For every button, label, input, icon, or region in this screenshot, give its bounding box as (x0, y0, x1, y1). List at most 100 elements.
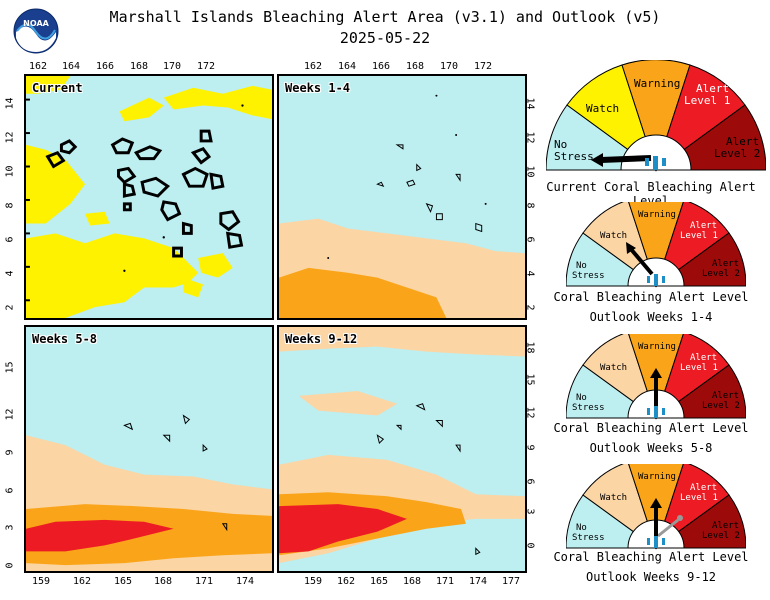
gauge-weeks-9-12: No Stress Watch Warning Alert Level 1 Al… (566, 464, 746, 550)
gauge-weeks-1-4: No Stress Watch Warning Alert Level 1 Al… (566, 202, 746, 288)
gauge-label: Stress (572, 403, 605, 413)
gauge-label: Alert (726, 135, 759, 148)
lon-tick: 159 (304, 576, 323, 587)
gauge-label: Level 2 (702, 531, 740, 541)
gauge-label: Alert (690, 353, 717, 363)
lon-tick: 172 (197, 61, 216, 72)
gauge-label: No (576, 523, 587, 533)
lon-tick: 159 (32, 576, 51, 587)
lon-tick: 162 (304, 61, 323, 72)
gauge-secondary-pointer (657, 518, 679, 538)
coral-icon (645, 156, 666, 170)
lat-tick: 9 (4, 449, 16, 456)
lat-tick: 6 (524, 478, 536, 485)
weeks-9-12-map (279, 327, 525, 571)
gauge-label: Level 1 (680, 363, 718, 373)
panel-label-weeks-1-4: Weeks 1-4 (285, 81, 351, 95)
lat-tick: 14 (4, 97, 16, 110)
map-panel-weeks-1-4: Weeks 1-4 (277, 74, 527, 320)
lat-tick: 9 (524, 444, 536, 451)
lat-tick: 3 (524, 508, 536, 515)
gauge-label: Alert (712, 391, 739, 401)
gauge-label: Warning (634, 77, 680, 90)
panel-label-weeks-5-8: Weeks 5-8 (32, 332, 98, 346)
lat-tick: 6 (4, 236, 16, 243)
lat-tick: 2 (4, 304, 16, 311)
gauge-label: Alert (712, 259, 739, 269)
gauge-label: Warning (638, 342, 676, 352)
gauge-label: Watch (600, 363, 627, 373)
lat-tick: 15 (524, 373, 536, 386)
lat-tick: 14 (524, 97, 536, 110)
gauge-caption-weeks-5-8: Coral Bleaching Alert Level (553, 421, 749, 435)
page-title: Marshall Islands Bleaching Alert Area (v… (109, 8, 661, 26)
map-panel-weeks-9-12: Weeks 9-12 (277, 325, 527, 573)
lat-tick: 10 (4, 165, 16, 178)
lat-tick: 8 (4, 202, 16, 209)
gauge-label: Level 2 (702, 401, 740, 411)
lon-tick: 168 (403, 576, 422, 587)
lon-tick: 162 (29, 61, 48, 72)
gauge-label: Alert (696, 82, 729, 95)
lon-tick: 172 (474, 61, 493, 72)
logo-text: NOAA (23, 19, 49, 28)
page-date: 2025-05-22 (339, 29, 431, 47)
lat-tick: 0 (4, 562, 16, 569)
gauge-weeks-5-8: No Stress Watch Warning Alert Level 1 Al… (566, 334, 746, 420)
gauge-pointer (628, 246, 654, 276)
gauge-label: Watch (600, 493, 627, 503)
lon-tick: 174 (469, 576, 488, 587)
gauge-label: No (576, 261, 587, 271)
lon-tick: 164 (338, 61, 357, 72)
lat-tick: 3 (4, 524, 16, 531)
gauge-label: Warning (638, 472, 676, 482)
lat-tick: 15 (4, 361, 16, 374)
lon-tick: 171 (195, 576, 214, 587)
gauge-label: Watch (586, 102, 619, 115)
gauge-subcaption-weeks-1-4: Outlook Weeks 1-4 (589, 310, 713, 324)
lon-tick: 168 (154, 576, 173, 587)
lon-tick: 177 (502, 576, 521, 587)
lat-tick: 12 (524, 131, 536, 144)
lon-tick: 164 (62, 61, 81, 72)
gauge-label: Alert (690, 221, 717, 231)
lon-tick: 166 (372, 61, 391, 72)
gauge-label: No (576, 393, 587, 403)
gauge-label: Stress (572, 533, 605, 543)
gauge-label: Alert (690, 483, 717, 493)
lat-tick: 10 (524, 165, 536, 178)
current-map (26, 76, 272, 318)
gauge-label: Stress (572, 271, 605, 281)
lat-tick: 18 (524, 341, 536, 354)
lon-tick: 162 (73, 576, 92, 587)
gauge-label: Level 1 (680, 231, 718, 241)
gauge-label: Watch (600, 231, 627, 241)
lon-tick: 174 (236, 576, 255, 587)
lon-tick: 165 (370, 576, 389, 587)
map-panel-current: Current (24, 74, 274, 320)
gauge-current: No Stress Watch Warning Alert Level 1 Al… (546, 60, 766, 172)
coral-icon (647, 406, 665, 418)
gauge-label: Warning (638, 210, 676, 220)
noaa-logo: NOAA (13, 8, 59, 54)
gauge-label: Alert (712, 521, 739, 531)
lat-tick: 8 (524, 202, 536, 209)
gauge-label: Level 2 (702, 269, 740, 279)
lat-tick: 4 (524, 270, 536, 277)
lon-tick: 168 (130, 61, 149, 72)
gauge-label: Level 1 (680, 493, 718, 503)
lon-tick: 168 (406, 61, 425, 72)
weeks-1-4-map (279, 76, 525, 318)
gauge-caption-weeks-9-12: Coral Bleaching Alert Level (553, 550, 749, 564)
gauge-subcaption-weeks-9-12: Outlook Weeks 9-12 (585, 570, 717, 584)
lat-tick: 12 (4, 131, 16, 144)
lon-tick: 166 (96, 61, 115, 72)
lat-tick: 12 (4, 408, 16, 421)
coral-icon (647, 274, 665, 286)
gauge-caption-weeks-1-4: Coral Bleaching Alert Level (553, 290, 749, 304)
gauge-subcaption-weeks-5-8: Outlook Weeks 5-8 (589, 441, 713, 455)
lat-tick: 4 (4, 270, 16, 277)
gauge-label: Level 2 (714, 147, 760, 160)
lat-tick: 6 (4, 487, 16, 494)
coral-icon (647, 536, 665, 548)
